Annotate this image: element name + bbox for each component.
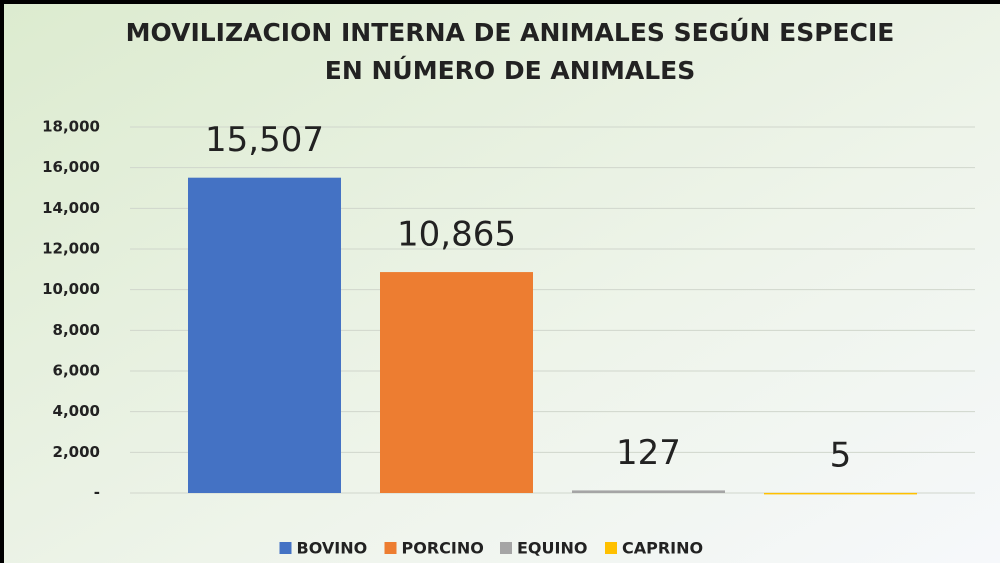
data-label: 5 xyxy=(830,435,852,475)
bar xyxy=(572,490,725,493)
legend-swatch xyxy=(279,542,292,554)
y-tick-label: 16,000 xyxy=(42,158,100,176)
legend-swatch xyxy=(384,542,397,554)
bar xyxy=(380,272,533,493)
legend-label: PORCINO xyxy=(402,539,484,558)
chart-title: MOVILIZACION INTERNA DE ANIMALES SEGÚN E… xyxy=(126,17,895,47)
bar xyxy=(764,492,917,495)
bar xyxy=(188,177,341,494)
legend-swatch xyxy=(500,542,512,554)
data-label: 15,507 xyxy=(205,120,324,160)
y-tick-label: 12,000 xyxy=(42,240,100,258)
chart-title: EN NÚMERO DE ANIMALES xyxy=(325,55,695,85)
y-tick-label: 10,000 xyxy=(42,280,100,298)
legend-label: BOVINO xyxy=(297,539,368,558)
y-tick-label: 2,000 xyxy=(53,443,100,461)
y-tick-label: 4,000 xyxy=(53,402,100,420)
y-tick-label: - xyxy=(94,484,100,502)
y-tick-label: 6,000 xyxy=(53,362,100,380)
data-label: 10,865 xyxy=(397,215,516,255)
legend-swatch xyxy=(605,542,617,554)
legend-label: CAPRINO xyxy=(622,539,703,558)
y-tick-label: 18,000 xyxy=(42,118,100,136)
legend-label: EQUINO xyxy=(517,539,587,558)
data-label: 127 xyxy=(616,433,681,473)
y-tick-label: 14,000 xyxy=(42,199,100,217)
y-tick-label: 8,000 xyxy=(53,321,100,339)
